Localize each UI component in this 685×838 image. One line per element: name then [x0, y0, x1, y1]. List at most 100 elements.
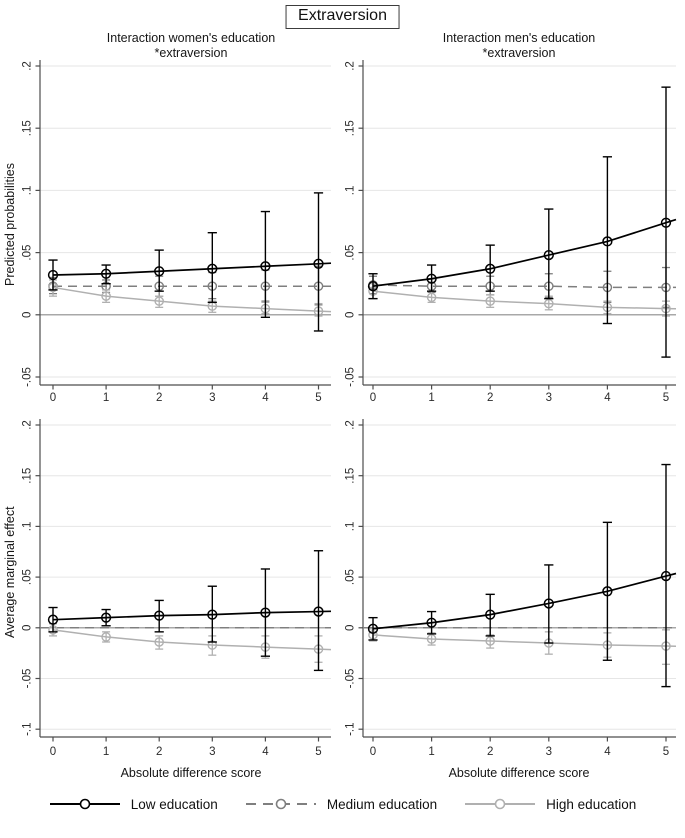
panel-title-mens-education: Interaction men's education *extraversio… — [369, 31, 669, 61]
x-tick-label: 1 — [103, 746, 109, 758]
data-point — [47, 269, 59, 281]
data-point — [207, 263, 218, 274]
y-tick-label: .15 — [22, 120, 34, 136]
x-tick-labels: 0 1 2 3 4 5 — [370, 385, 669, 404]
x-tick-label: 4 — [262, 392, 269, 404]
y-tick-label: .1 — [22, 186, 34, 196]
data-point — [485, 296, 495, 306]
x-tick-label: 0 — [370, 392, 376, 404]
gridlines — [40, 65, 331, 378]
data-point — [367, 281, 379, 292]
trend-line — [372, 218, 677, 288]
series-high-education — [48, 279, 332, 317]
markers — [368, 630, 671, 651]
x-tick-label: 1 — [428, 392, 434, 404]
data-point — [367, 623, 379, 634]
x-tick-label: 0 — [50, 746, 56, 758]
data-point — [100, 268, 112, 279]
series-high-education — [48, 623, 332, 663]
legend-marker — [275, 798, 287, 810]
x-tick-label: 2 — [487, 746, 493, 758]
data-point — [485, 263, 496, 274]
markers — [47, 606, 324, 625]
legend-sample-line-low — [49, 798, 120, 810]
panel-top-right-predicted-probabilities-men: -.05 0 .05 .1 .15 .2 0 1 2 3 4 5 — [345, 60, 677, 404]
y-tick-label: .1 — [345, 522, 357, 532]
x-tick-labels: 0 1 2 3 4 5 — [370, 737, 669, 758]
series-medium-education — [48, 265, 331, 306]
y-tick-label: 0 — [345, 625, 357, 631]
trend-line — [372, 284, 676, 289]
data-point — [543, 249, 554, 261]
x-axis-title-right: Absolute difference score — [448, 766, 590, 780]
y-tick-labels: -.1 -.05 0 .05 .1 .15 .2 — [345, 420, 363, 736]
data-point — [207, 609, 218, 620]
data-point — [426, 292, 437, 303]
data-point — [313, 606, 324, 617]
data-point — [313, 258, 324, 269]
panel-title-womens-education: Interaction women's education *extravers… — [41, 31, 341, 61]
data-point — [660, 570, 672, 582]
y-tick-label: 0 — [345, 312, 357, 318]
panel-title-line2: *extraversion — [482, 45, 556, 60]
y-tick-labels: -.1 -.05 0 .05 .1 .15 .2 — [22, 420, 40, 736]
data-point — [602, 236, 613, 247]
x-tick-label: 3 — [209, 392, 215, 404]
y-tick-label: -.05 — [22, 669, 34, 689]
data-point — [101, 291, 111, 301]
y-tick-label: .1 — [345, 186, 357, 196]
data-point — [660, 217, 672, 228]
x-tick-label: 1 — [103, 392, 109, 404]
legend-sample-line-high — [465, 798, 536, 810]
y-tick-label: -.05 — [345, 669, 357, 689]
data-point — [602, 586, 613, 597]
series-low-education — [47, 550, 332, 672]
data-point — [101, 632, 111, 642]
trend-line — [52, 286, 332, 313]
trend-line — [372, 634, 677, 647]
x-tick-label: 2 — [487, 392, 493, 404]
x-tick-label: 5 — [663, 392, 669, 404]
panel-bottom-right-average-marginal-effect-men: -.1 -.05 0 .05 .1 .15 .2 0 1 2 3 4 5 — [345, 419, 677, 758]
y-tick-label: .05 — [22, 569, 34, 585]
trend-line — [52, 629, 332, 651]
markers — [48, 282, 324, 316]
x-tick-label: 3 — [546, 746, 552, 758]
confidence-intervals — [368, 86, 671, 358]
y-tick-label: .2 — [345, 420, 357, 430]
markers — [368, 286, 671, 314]
legend-marker — [494, 798, 506, 810]
x-tick-label: 4 — [604, 392, 611, 404]
x-tick-label: 5 — [315, 392, 321, 404]
y-tick-label: .15 — [345, 120, 357, 136]
y-tick-label: .2 — [22, 61, 34, 71]
y-tick-label: 0 — [22, 625, 34, 631]
x-tick-label: 2 — [156, 746, 162, 758]
y-tick-labels: -.05 0 .05 .1 .15 .2 — [22, 61, 40, 387]
x-tick-label: 4 — [604, 746, 611, 758]
y-tick-labels: -.05 0 .05 .1 .15 .2 — [345, 61, 363, 387]
panel-title-line1: Interaction men's education — [442, 31, 596, 45]
data-point — [426, 634, 437, 644]
confidence-intervals — [48, 192, 324, 332]
x-tick-label: 3 — [546, 392, 552, 404]
y-tick-label: .05 — [345, 569, 357, 585]
y-tick-label: -.1 — [22, 722, 34, 735]
gridlines — [363, 65, 676, 378]
data-point — [260, 607, 271, 618]
trend-line — [372, 572, 677, 630]
x-tick-labels: 0 1 2 3 4 5 — [50, 737, 322, 758]
data-point — [426, 617, 437, 628]
series-high-education — [368, 628, 677, 665]
data-point — [485, 636, 495, 646]
legend-sample-line-medium — [245, 798, 316, 810]
data-point — [485, 609, 496, 620]
y-tick-label: .15 — [345, 468, 357, 484]
x-axis-title-left: Absolute difference score — [120, 766, 262, 780]
x-tick-label: 0 — [50, 392, 56, 404]
x-tick-label: 3 — [209, 746, 215, 758]
x-tick-label: 5 — [315, 746, 321, 758]
data-point — [154, 266, 165, 277]
legend-item-medium-education: Medium education — [245, 796, 437, 812]
